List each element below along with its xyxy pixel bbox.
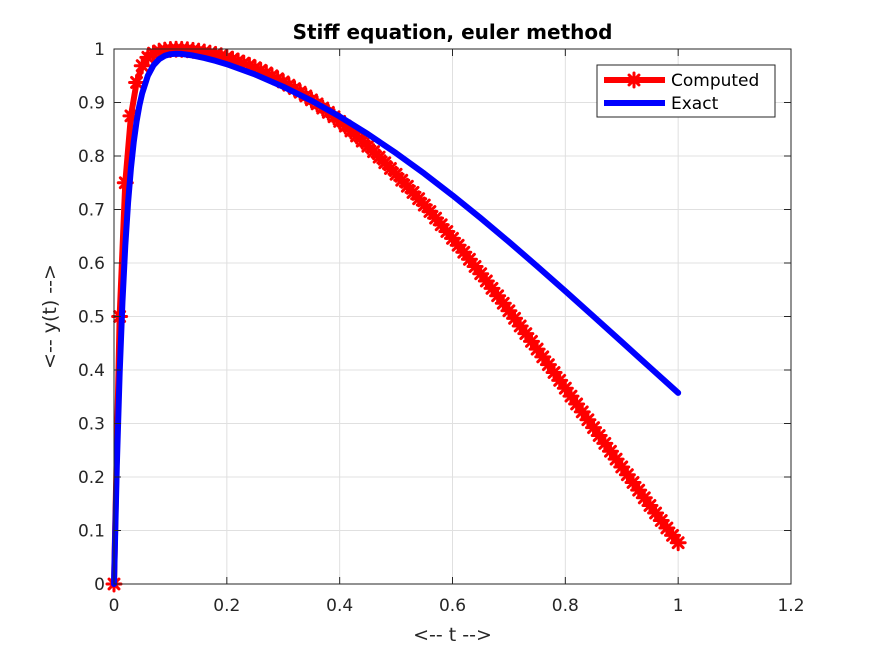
x-tick-label: 0.4 <box>326 596 353 616</box>
legend-label: Exact <box>671 94 719 114</box>
data-point <box>534 348 552 366</box>
x-axis-title: <-- t --> <box>413 624 492 646</box>
x-tick-label: 0.6 <box>439 596 466 616</box>
legend-item-computed: Computed <box>604 71 759 91</box>
data-point <box>522 332 540 350</box>
y-axis-title: <-- y(t) --> <box>39 264 61 369</box>
chart-title: Stiff equation, euler method <box>293 20 613 44</box>
series-exact <box>111 50 682 587</box>
series-computed <box>105 40 687 593</box>
y-tick-label: 0.4 <box>78 361 105 381</box>
data-point <box>607 450 625 468</box>
y-tick-label: 0.6 <box>78 254 105 274</box>
x-tick-label: 1.2 <box>777 596 804 616</box>
series-layer <box>105 40 687 593</box>
series-line <box>111 50 682 587</box>
x-tick-label: 0.8 <box>552 596 579 616</box>
y-tick-label: 0.1 <box>78 522 105 542</box>
y-tick-label: 0.2 <box>78 468 105 488</box>
data-point <box>128 73 146 91</box>
y-tick-label: 0.5 <box>78 308 105 328</box>
data-point <box>625 71 643 89</box>
x-axis: 0 0.2 0.4 0.6 0.8 1 1.2 <box>109 49 805 616</box>
legend: Computed Exact <box>596 64 776 118</box>
data-point <box>539 356 557 374</box>
y-tick-label: 0.3 <box>78 415 105 435</box>
x-tick-label: 1 <box>673 596 684 616</box>
data-point <box>545 364 563 382</box>
y-tick-label: 0.7 <box>78 201 105 221</box>
plot-area: 0 0.2 0.4 0.6 0.8 1 1.2 0 0.1 0.2 0.3 0.4 0.5 0.6 0.7… <box>78 40 805 616</box>
y-tick-label: 1 <box>94 40 105 60</box>
x-tick-label: 0.2 <box>213 596 240 616</box>
y-tick-label: 0.9 <box>78 94 105 114</box>
data-point <box>669 534 687 552</box>
y-tick-label: 0 <box>94 575 105 595</box>
data-point <box>601 442 619 460</box>
y-axis: 0 0.1 0.2 0.3 0.4 0.5 0.6 0.7 0.8 0.9 1 <box>78 40 791 595</box>
legend-label: Computed <box>671 71 759 91</box>
legend-box <box>596 64 776 118</box>
x-tick-label: 0 <box>109 596 120 616</box>
data-point <box>551 371 569 389</box>
legend-item-exact: Exact <box>604 94 719 114</box>
y-tick-label: 0.8 <box>78 147 105 167</box>
